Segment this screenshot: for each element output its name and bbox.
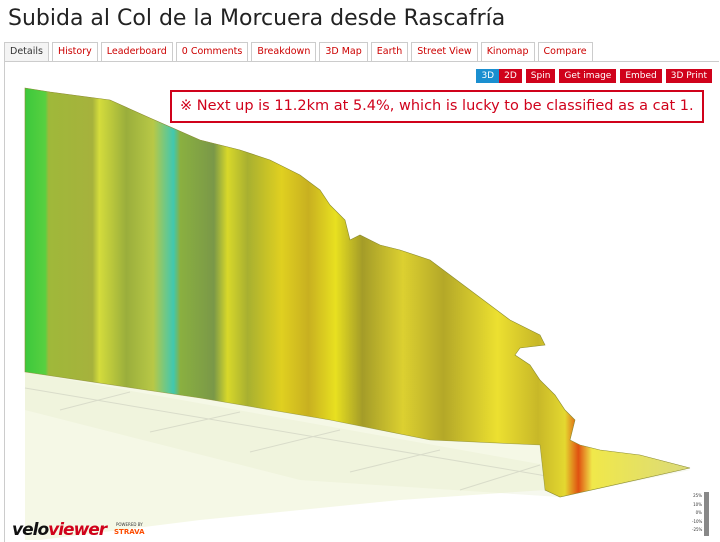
view-buttons: 3D 2D Spin Get image Embed 3D Print	[476, 69, 712, 83]
page-title: Subida al Col de la Morcuera desde Rasca…	[8, 6, 506, 31]
legend-label: 0%	[695, 510, 702, 515]
tab[interactable]: Details	[4, 42, 49, 62]
tab[interactable]: Compare	[537, 42, 593, 62]
tab[interactable]: History	[51, 42, 98, 62]
tab[interactable]: Street View	[411, 42, 478, 62]
view-button[interactable]: Spin	[525, 69, 556, 83]
floor-grid	[24, 387, 601, 491]
view-button[interactable]: 3D	[476, 69, 500, 83]
floor	[25, 372, 690, 497]
view-button[interactable]: 3D Print	[665, 69, 712, 83]
view-button[interactable]: Embed	[620, 69, 662, 83]
view-button[interactable]: Get image	[559, 69, 617, 83]
legend-label: -10%	[692, 518, 703, 524]
powered-by: POWERED BY	[116, 522, 143, 527]
legend-label: 10%	[693, 501, 702, 507]
tab[interactable]: 0 Comments	[175, 42, 249, 62]
logo-viewer: viewer	[48, 520, 107, 540]
content-panel	[4, 61, 719, 542]
legend-label: -25%	[692, 527, 703, 532]
legend-scale	[704, 492, 709, 536]
annotation: ※ Next up is 11.2km at 5.4%, which is lu…	[170, 90, 704, 123]
tab-bar: Details History Leaderboard 0 Comments Break…	[4, 42, 593, 62]
legend: 25% 10% 0% -10% -25%	[692, 492, 702, 535]
logo-velo: velo	[12, 520, 49, 540]
tab[interactable]: Breakdown	[251, 42, 317, 62]
strava: STRAVA	[114, 528, 145, 536]
tab[interactable]: Earth	[370, 42, 409, 62]
elevation-wall	[24, 87, 691, 498]
logo: veloviewer	[12, 520, 107, 540]
reflection	[25, 372, 545, 540]
tab[interactable]: Leaderboard	[100, 42, 173, 62]
legend-label: 25%	[693, 493, 702, 498]
view-button[interactable]: 2D	[499, 69, 522, 83]
tab[interactable]: 3D Map	[319, 42, 368, 62]
tab[interactable]: Kinomap	[480, 42, 535, 62]
